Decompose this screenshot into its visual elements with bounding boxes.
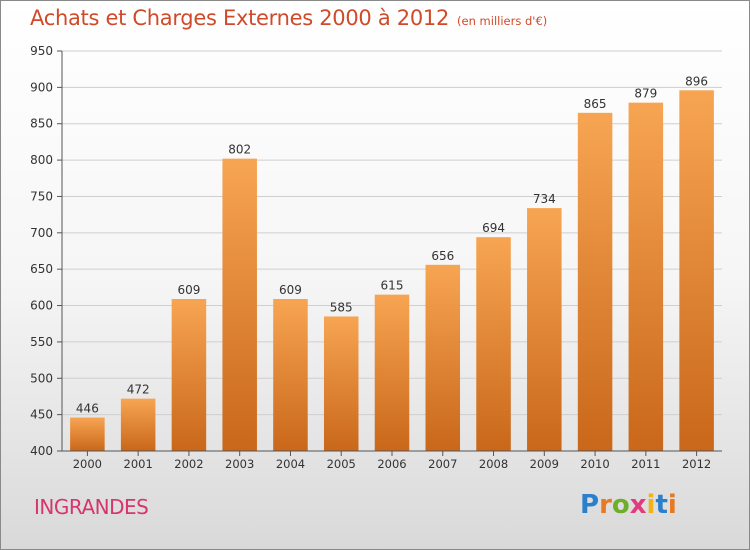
y-tick-label: 750 — [30, 189, 53, 203]
y-tick-label: 450 — [30, 408, 53, 422]
x-tick-label: 2008 — [479, 457, 508, 471]
y-tick-label: 700 — [30, 226, 53, 240]
x-tick-label: 2004 — [276, 457, 305, 471]
y-tick-label: 400 — [30, 444, 53, 458]
x-tick-label: 2012 — [682, 457, 711, 471]
y-tick-label: 900 — [30, 80, 53, 94]
data-label: 585 — [330, 300, 353, 314]
data-label: 865 — [584, 97, 607, 111]
data-label: 446 — [76, 402, 99, 416]
x-tick-label: 2010 — [580, 457, 609, 471]
logo-letter: x — [630, 490, 647, 520]
bar-2005 — [324, 316, 359, 451]
data-label: 615 — [381, 279, 404, 293]
data-label: 609 — [177, 283, 200, 297]
bar-chart: 446472609802609585615656694734865879896 … — [0, 0, 750, 550]
y-tick-label: 950 — [30, 44, 53, 58]
y-tick-label: 500 — [30, 371, 53, 385]
y-tick-label: 800 — [30, 153, 53, 167]
bar-2012 — [679, 90, 714, 451]
data-label: 609 — [279, 283, 302, 297]
y-tick-label: 600 — [30, 299, 53, 313]
data-label: 656 — [431, 249, 454, 263]
y-tick-label: 550 — [30, 335, 53, 349]
bar-2009 — [527, 208, 562, 451]
x-tick-label: 2002 — [174, 457, 203, 471]
bar-2010 — [578, 113, 613, 451]
x-tick-label: 2007 — [428, 457, 457, 471]
logo-letter: r — [599, 490, 612, 520]
bar-2001 — [121, 399, 156, 451]
y-tick-label: 850 — [30, 117, 53, 131]
bar-2002 — [172, 299, 207, 451]
bars: 446 472 609 802 609 585 615 656 694 734 865 879 896 — [70, 74, 714, 451]
x-tick-label: 2000 — [73, 457, 102, 471]
logo-letter: o — [612, 490, 630, 520]
data-label: 896 — [685, 74, 708, 88]
bar-2006 — [375, 295, 410, 451]
data-label: 694 — [482, 221, 505, 235]
logo-letter: i — [647, 490, 656, 520]
bar-2000 — [70, 418, 105, 451]
data-label: 802 — [228, 143, 251, 157]
x-tick-label: 2005 — [327, 457, 356, 471]
x-tick-label: 2011 — [631, 457, 660, 471]
data-label: 734 — [533, 192, 556, 206]
bar-2003 — [222, 159, 257, 451]
x-tick-label: 2001 — [124, 457, 153, 471]
proxiti-logo: Proxiti — [580, 490, 677, 520]
y-tick-label: 650 — [30, 262, 53, 276]
bar-2007 — [426, 265, 461, 451]
bar-2004 — [273, 299, 308, 451]
logo-letter: t — [655, 490, 667, 520]
data-label: 472 — [127, 383, 150, 397]
x-tick-label: 2009 — [530, 457, 559, 471]
logo-letter: P — [580, 490, 599, 520]
x-tick-label: 2006 — [377, 457, 406, 471]
x-tick-label: 2003 — [225, 457, 254, 471]
logo-letter: i — [668, 490, 677, 520]
commune-name: INGRANDES — [34, 495, 148, 519]
bar-2008 — [476, 237, 511, 451]
bar-2011 — [629, 103, 664, 451]
data-label: 879 — [634, 87, 657, 101]
